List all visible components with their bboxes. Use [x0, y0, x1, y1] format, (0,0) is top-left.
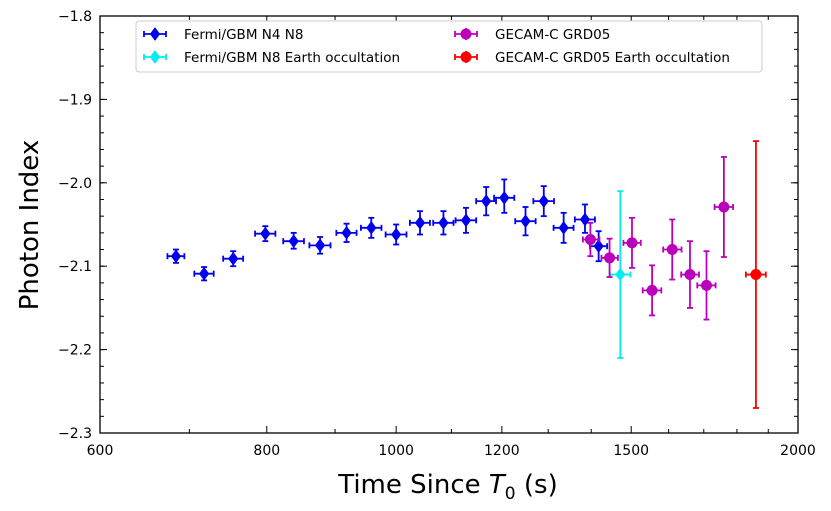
legend-marker-gecam-occultation [454, 51, 478, 63]
plot-area-frame [99, 15, 799, 434]
data-point [170, 249, 182, 264]
data-point [558, 221, 569, 235]
data-point [646, 284, 658, 296]
data-point [604, 252, 616, 264]
legend-label-fermi: Fermi/GBM N4 N8 [184, 27, 303, 43]
data-point [288, 234, 299, 249]
y-tick-label: −1.8 [58, 9, 92, 25]
data-point [701, 279, 713, 291]
data-point [198, 266, 210, 281]
data-point [481, 194, 492, 208]
data-point [684, 269, 696, 281]
legend-marker-symbol [149, 27, 161, 41]
y-tick-label: −2.3 [58, 426, 92, 442]
data-point [584, 234, 596, 246]
y-axis-label: Photon Index [15, 140, 45, 311]
legend-marker-fermi-occultation [143, 50, 167, 64]
axis-ticks [99, 15, 799, 434]
y-tick-label: −1.9 [58, 92, 92, 108]
x-tick-label: 1500 [613, 443, 649, 459]
data-point [260, 226, 271, 241]
data-point [718, 201, 730, 213]
data-point [341, 226, 352, 240]
data-point [750, 269, 762, 281]
data-point [414, 215, 426, 230]
legend-frame [135, 20, 763, 73]
data-point [520, 214, 531, 228]
x-tick-label: 600 [87, 443, 114, 459]
data-point [538, 194, 549, 208]
x-tick-label: 2000 [780, 443, 816, 459]
series-gecam [581, 156, 734, 321]
data-point [615, 267, 626, 282]
x-tick-label: 1000 [378, 443, 414, 459]
data-series [166, 140, 767, 409]
data-point [626, 237, 638, 249]
data-point [593, 239, 604, 254]
legend-label-fermi-occultation: Fermi/GBM N8 Earth occultation [184, 50, 400, 66]
data-point [499, 190, 510, 205]
data-point [460, 213, 472, 228]
legend-markers [143, 27, 478, 64]
y-tick-label: −2.2 [58, 343, 92, 359]
series-gecam-occultation [744, 140, 767, 409]
data-point [438, 215, 449, 230]
data-point [666, 244, 678, 256]
legend-marker-fermi [143, 27, 167, 41]
x-tick-label: 1200 [484, 443, 520, 459]
series-fermi [166, 178, 609, 282]
x-tick-label: 800 [253, 443, 280, 459]
legend-marker-symbol [149, 50, 161, 64]
data-point [579, 212, 591, 227]
legend-label-gecam-occultation: GECAM-C GRD05 Earth occultation [495, 50, 730, 66]
y-tick-label: −2.1 [58, 259, 92, 275]
legend-marker-symbol [460, 51, 472, 63]
legend-label-gecam: GECAM-C GRD05 [495, 27, 610, 43]
data-point [228, 251, 239, 266]
data-point [314, 238, 326, 253]
data-point [366, 221, 377, 235]
x-axis-label: Time Since T0 (s) [337, 470, 557, 504]
axis-tick-labels: 600 800 1000 1200 1500 2000 −2.3 −2.2 −2.1 −2.0 −1… [58, 9, 816, 459]
y-tick-label: −2.0 [58, 176, 92, 192]
data-point [391, 227, 402, 242]
legend-marker-gecam [454, 28, 478, 40]
series-fermi-occultation [609, 190, 632, 359]
legend: Fermi/GBM N4 N8 Fermi/GBM N8 Earth occul… [135, 20, 763, 73]
legend-marker-symbol [460, 28, 472, 40]
